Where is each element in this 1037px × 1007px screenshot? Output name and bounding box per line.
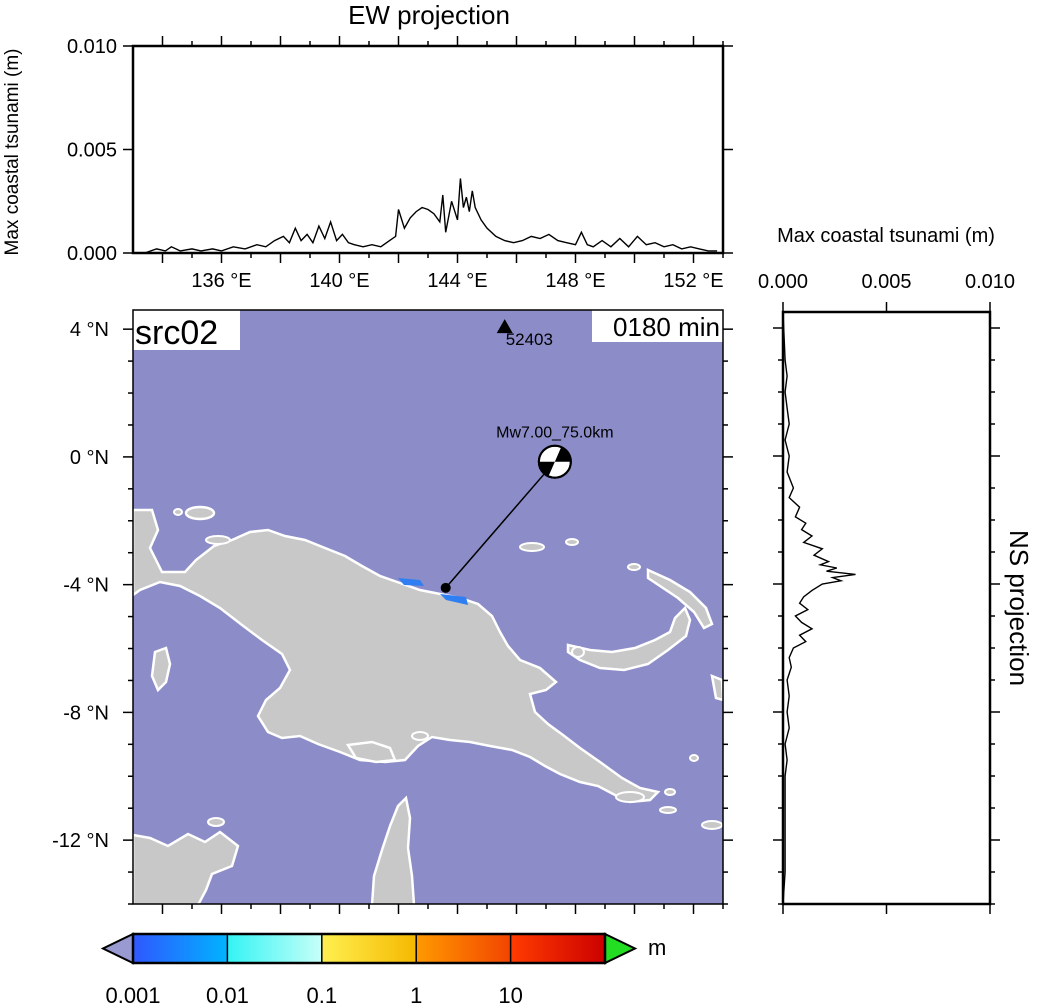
land-island-i: [701, 820, 723, 830]
map-panel: 4 °N 0 °N -4 °N -8 °N -12 °N 52403 Mw7.00_75…: [52, 309, 733, 914]
src-label: src02: [135, 314, 218, 352]
land-island-d: [571, 646, 585, 658]
land-island-c: [627, 563, 641, 571]
ew-xtick-label: 140 °E: [309, 270, 369, 292]
ew-ytick-label: 0.005: [67, 140, 117, 162]
colorbar-tick-label: 0.001: [105, 983, 160, 1007]
colorbar-segment: [510, 934, 606, 963]
land-cape-york: [370, 795, 416, 904]
land-island-l: [664, 788, 676, 796]
ns-projection-panel: Max coastal tsunami (m) NS projection 0.…: [758, 225, 1034, 914]
land-island-f: [411, 731, 429, 741]
colorbar-tick-label: 0.01: [206, 983, 249, 1007]
map-x-ticks: [161, 904, 724, 914]
epicenter-dot: [440, 582, 451, 593]
land-layer: [133, 505, 723, 904]
station-label: 52403: [506, 330, 553, 349]
ew-xtick-label: 144 °E: [427, 270, 487, 292]
event-label: Mw7.00_75.0km: [496, 425, 613, 442]
colorbar-over-triangle: [604, 932, 638, 965]
land-island-a: [205, 535, 231, 545]
ns-plot-frame: [781, 310, 992, 906]
colorbar: 0.001 0.01 0.1 1 10 m: [100, 932, 666, 1007]
beachball-quadrant: [538, 461, 555, 477]
time-label: 0180 min: [613, 312, 720, 342]
colorbar-tick-label: 1: [410, 983, 422, 1007]
land-island-j: [207, 817, 225, 827]
land-new-ireland: [646, 568, 714, 630]
land-yos-sudarso: [345, 740, 397, 764]
ew-x-ticks: 136 °E 140 °E 144 °E 148 °E 152 °E: [161, 36, 724, 292]
land-island-h: [659, 806, 677, 814]
station-marker: 52403: [496, 319, 553, 349]
colorbar-unit: m: [648, 935, 666, 960]
ns-xtick-label: 0.005: [861, 271, 911, 293]
map-ytick-label: -4 °N: [63, 575, 109, 597]
ns-title: NS projection: [1004, 530, 1034, 686]
ew-ylabel: Max coastal tsunami (m): [2, 49, 23, 256]
beachball-quadrant: [554, 446, 571, 462]
map-ytick-label: -12 °N: [52, 830, 109, 852]
ns-xtick-label: 0.000: [758, 271, 808, 293]
src-label-box: [133, 310, 240, 350]
land-new-guinea: [133, 508, 661, 804]
ew-xtick-label: 148 °E: [545, 270, 605, 292]
epicenter-connector: [445, 461, 556, 589]
beachball-outline: [537, 444, 572, 479]
land-bougainville: [710, 674, 723, 702]
colorbar-segment: [227, 934, 323, 963]
colorbar-tick-label: 10: [498, 983, 522, 1007]
colorbar-segments: [133, 934, 606, 963]
map-ytick-label: 4 °N: [70, 319, 109, 341]
ns-xlabel: Max coastal tsunami (m): [777, 225, 995, 247]
colorbar-segment: [416, 934, 512, 963]
ew-ytick-label: 0.010: [67, 36, 117, 58]
colorbar-segment: [133, 934, 228, 963]
map-y-ticks: 4 °N 0 °N -4 °N -8 °N -12 °N: [52, 319, 733, 905]
land-island-e: [173, 508, 183, 516]
ns-series-line: [782, 311, 856, 905]
ew-y-ticks: 0.000 0.005 0.010: [67, 36, 733, 265]
station-triangle-icon: [496, 319, 513, 334]
ew-projection-panel: EW projection Max coastal tsunami (m) 0.…: [2, 0, 733, 292]
ew-plot-frame: [131, 44, 725, 255]
map-ytick-label: -8 °N: [63, 702, 109, 724]
wave-amplitude-north-coast: [398, 578, 424, 586]
land-manus: [519, 542, 545, 552]
colorbar-ticks: 0.001 0.01 0.1 1 10: [105, 934, 523, 1007]
land-island-g: [615, 791, 645, 803]
ns-xtick-label: 0.010: [965, 271, 1015, 293]
ew-title: EW projection: [348, 0, 510, 30]
time-label-box: [592, 310, 723, 342]
land-island-b: [565, 538, 579, 546]
land-biak: [184, 505, 216, 521]
colorbar-tick-label: 0.1: [307, 983, 338, 1007]
event-marker: Mw7.00_75.0km: [440, 425, 614, 593]
map-ytick-label: 0 °N: [70, 447, 109, 469]
colorbar-segment: [321, 934, 417, 963]
land-island-k: [689, 754, 699, 762]
ew-xtick-label: 152 °E: [663, 270, 723, 292]
ns-y-ticks: [773, 327, 1000, 905]
land-arnhem: [133, 830, 240, 904]
ns-x-ticks: 0.000 0.005 0.010: [758, 271, 1015, 914]
colorbar-under-triangle: [100, 932, 134, 965]
wave-amplitude-north-coast-east: [440, 594, 468, 605]
land-new-britain: [566, 605, 692, 672]
ew-xtick-label: 136 °E: [191, 270, 251, 292]
ew-series-line: [144, 178, 718, 254]
ew-ytick-label: 0.000: [67, 243, 117, 265]
land-aru: [150, 646, 172, 693]
focal-mechanism-beachball-icon: [537, 444, 572, 479]
map-frame: [132, 309, 724, 905]
